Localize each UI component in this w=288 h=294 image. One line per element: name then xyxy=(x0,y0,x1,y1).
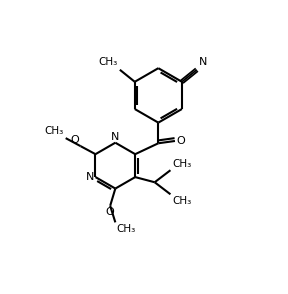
Text: N: N xyxy=(86,172,94,182)
Text: N: N xyxy=(111,131,120,141)
Text: CH₃: CH₃ xyxy=(172,159,191,169)
Text: O: O xyxy=(106,207,115,217)
Text: CH₃: CH₃ xyxy=(45,126,64,136)
Text: CH₃: CH₃ xyxy=(98,57,118,67)
Text: CH₃: CH₃ xyxy=(117,224,136,234)
Text: CH₃: CH₃ xyxy=(172,196,191,206)
Text: N: N xyxy=(198,57,207,67)
Text: O: O xyxy=(71,135,79,145)
Text: O: O xyxy=(177,136,185,146)
